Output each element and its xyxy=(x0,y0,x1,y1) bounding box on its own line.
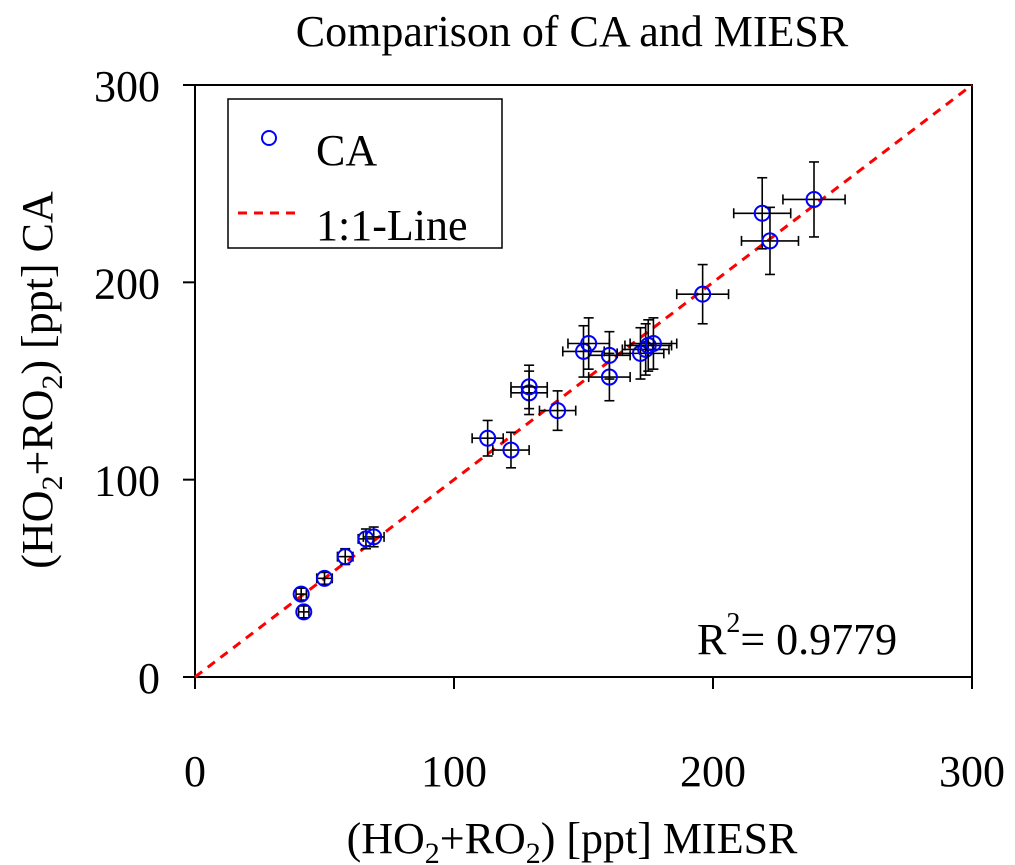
plot-frame xyxy=(194,84,973,678)
data-point xyxy=(740,206,800,276)
data-point xyxy=(362,526,385,548)
r-squared-sup: 2 xyxy=(726,608,740,639)
x-tick-label: 200 xyxy=(680,747,746,796)
x-label-post: ) [ppt] MIESR xyxy=(541,814,798,863)
point-marker xyxy=(805,190,823,208)
chart-title: Comparison of CA and MIESR xyxy=(296,7,849,56)
point-marker xyxy=(336,548,354,566)
data-point xyxy=(292,585,310,603)
y-tick-label: 300 xyxy=(94,62,160,111)
point-marker xyxy=(761,232,779,250)
y-tick-label: 0 xyxy=(138,654,160,703)
data-point xyxy=(295,603,313,621)
x-label-mid: +RO xyxy=(440,814,526,863)
data-point xyxy=(492,431,530,469)
y-tick-label: 200 xyxy=(94,259,160,308)
data-point xyxy=(675,263,730,325)
data-point xyxy=(315,569,334,587)
x-axis-ticks: 0 100 200 300 xyxy=(184,677,1005,796)
point-marker xyxy=(502,441,520,459)
y-axis-ticks: 0 100 200 300 xyxy=(94,62,195,703)
data-point xyxy=(471,419,505,457)
y-label-pre: (HO xyxy=(13,491,62,569)
point-marker xyxy=(479,429,497,447)
data-point xyxy=(621,322,670,376)
x-tick-label: 300 xyxy=(939,747,1005,796)
point-marker xyxy=(549,402,567,420)
x-label-sub1: 2 xyxy=(425,837,440,865)
r-squared-value: = 0.9779 xyxy=(740,615,897,664)
point-marker xyxy=(292,585,310,603)
x-tick-label: 100 xyxy=(421,747,487,796)
data-point xyxy=(561,324,606,378)
legend: CA 1:1-Line xyxy=(227,98,503,250)
data-point xyxy=(567,317,611,370)
y-label-post: ) [ppt] CA xyxy=(13,191,62,375)
legend-label-1-1-line: 1:1-Line xyxy=(316,201,468,250)
legend-label-ca: CA xyxy=(316,126,377,175)
point-marker xyxy=(295,603,313,621)
legend-box xyxy=(227,98,503,249)
data-point xyxy=(629,317,678,370)
r-squared-base: R xyxy=(697,615,727,664)
legend-marker-ca xyxy=(261,130,277,146)
y-label-sub2: 2 xyxy=(36,375,69,390)
data-point xyxy=(624,319,673,372)
y-label-mid: +RO xyxy=(13,390,62,476)
svg-text:(HO2+RO2) [ppt] CA: (HO2+RO2) [ppt] CA xyxy=(13,191,69,569)
svg-text:R2= 0.9779: R2= 0.9779 xyxy=(697,608,897,664)
y-axis-label: (HO2+RO2) [ppt] CA xyxy=(13,191,69,569)
x-label-pre: (HO xyxy=(347,814,425,863)
plot-area xyxy=(194,84,973,678)
data-point xyxy=(782,161,846,238)
point-marker xyxy=(316,569,333,587)
x-tick-label: 0 xyxy=(184,747,206,796)
data-point xyxy=(510,364,549,410)
point-marker xyxy=(365,528,383,546)
svg-text:(HO2+RO2) [ppt] MIESR: (HO2+RO2) [ppt] MIESR xyxy=(347,814,798,865)
y-label-sub1: 2 xyxy=(36,476,69,491)
point-marker xyxy=(694,285,712,303)
x-label-sub2: 2 xyxy=(526,837,541,865)
data-point xyxy=(336,547,354,566)
point-marker xyxy=(644,335,662,353)
y-tick-label: 100 xyxy=(94,457,160,506)
data-point xyxy=(538,390,577,432)
point-marker xyxy=(520,378,538,396)
data-points xyxy=(292,161,846,621)
x-axis-label: (HO2+RO2) [ppt] MIESR xyxy=(347,814,798,865)
r-squared-annotation: R2= 0.9779 xyxy=(697,608,897,664)
